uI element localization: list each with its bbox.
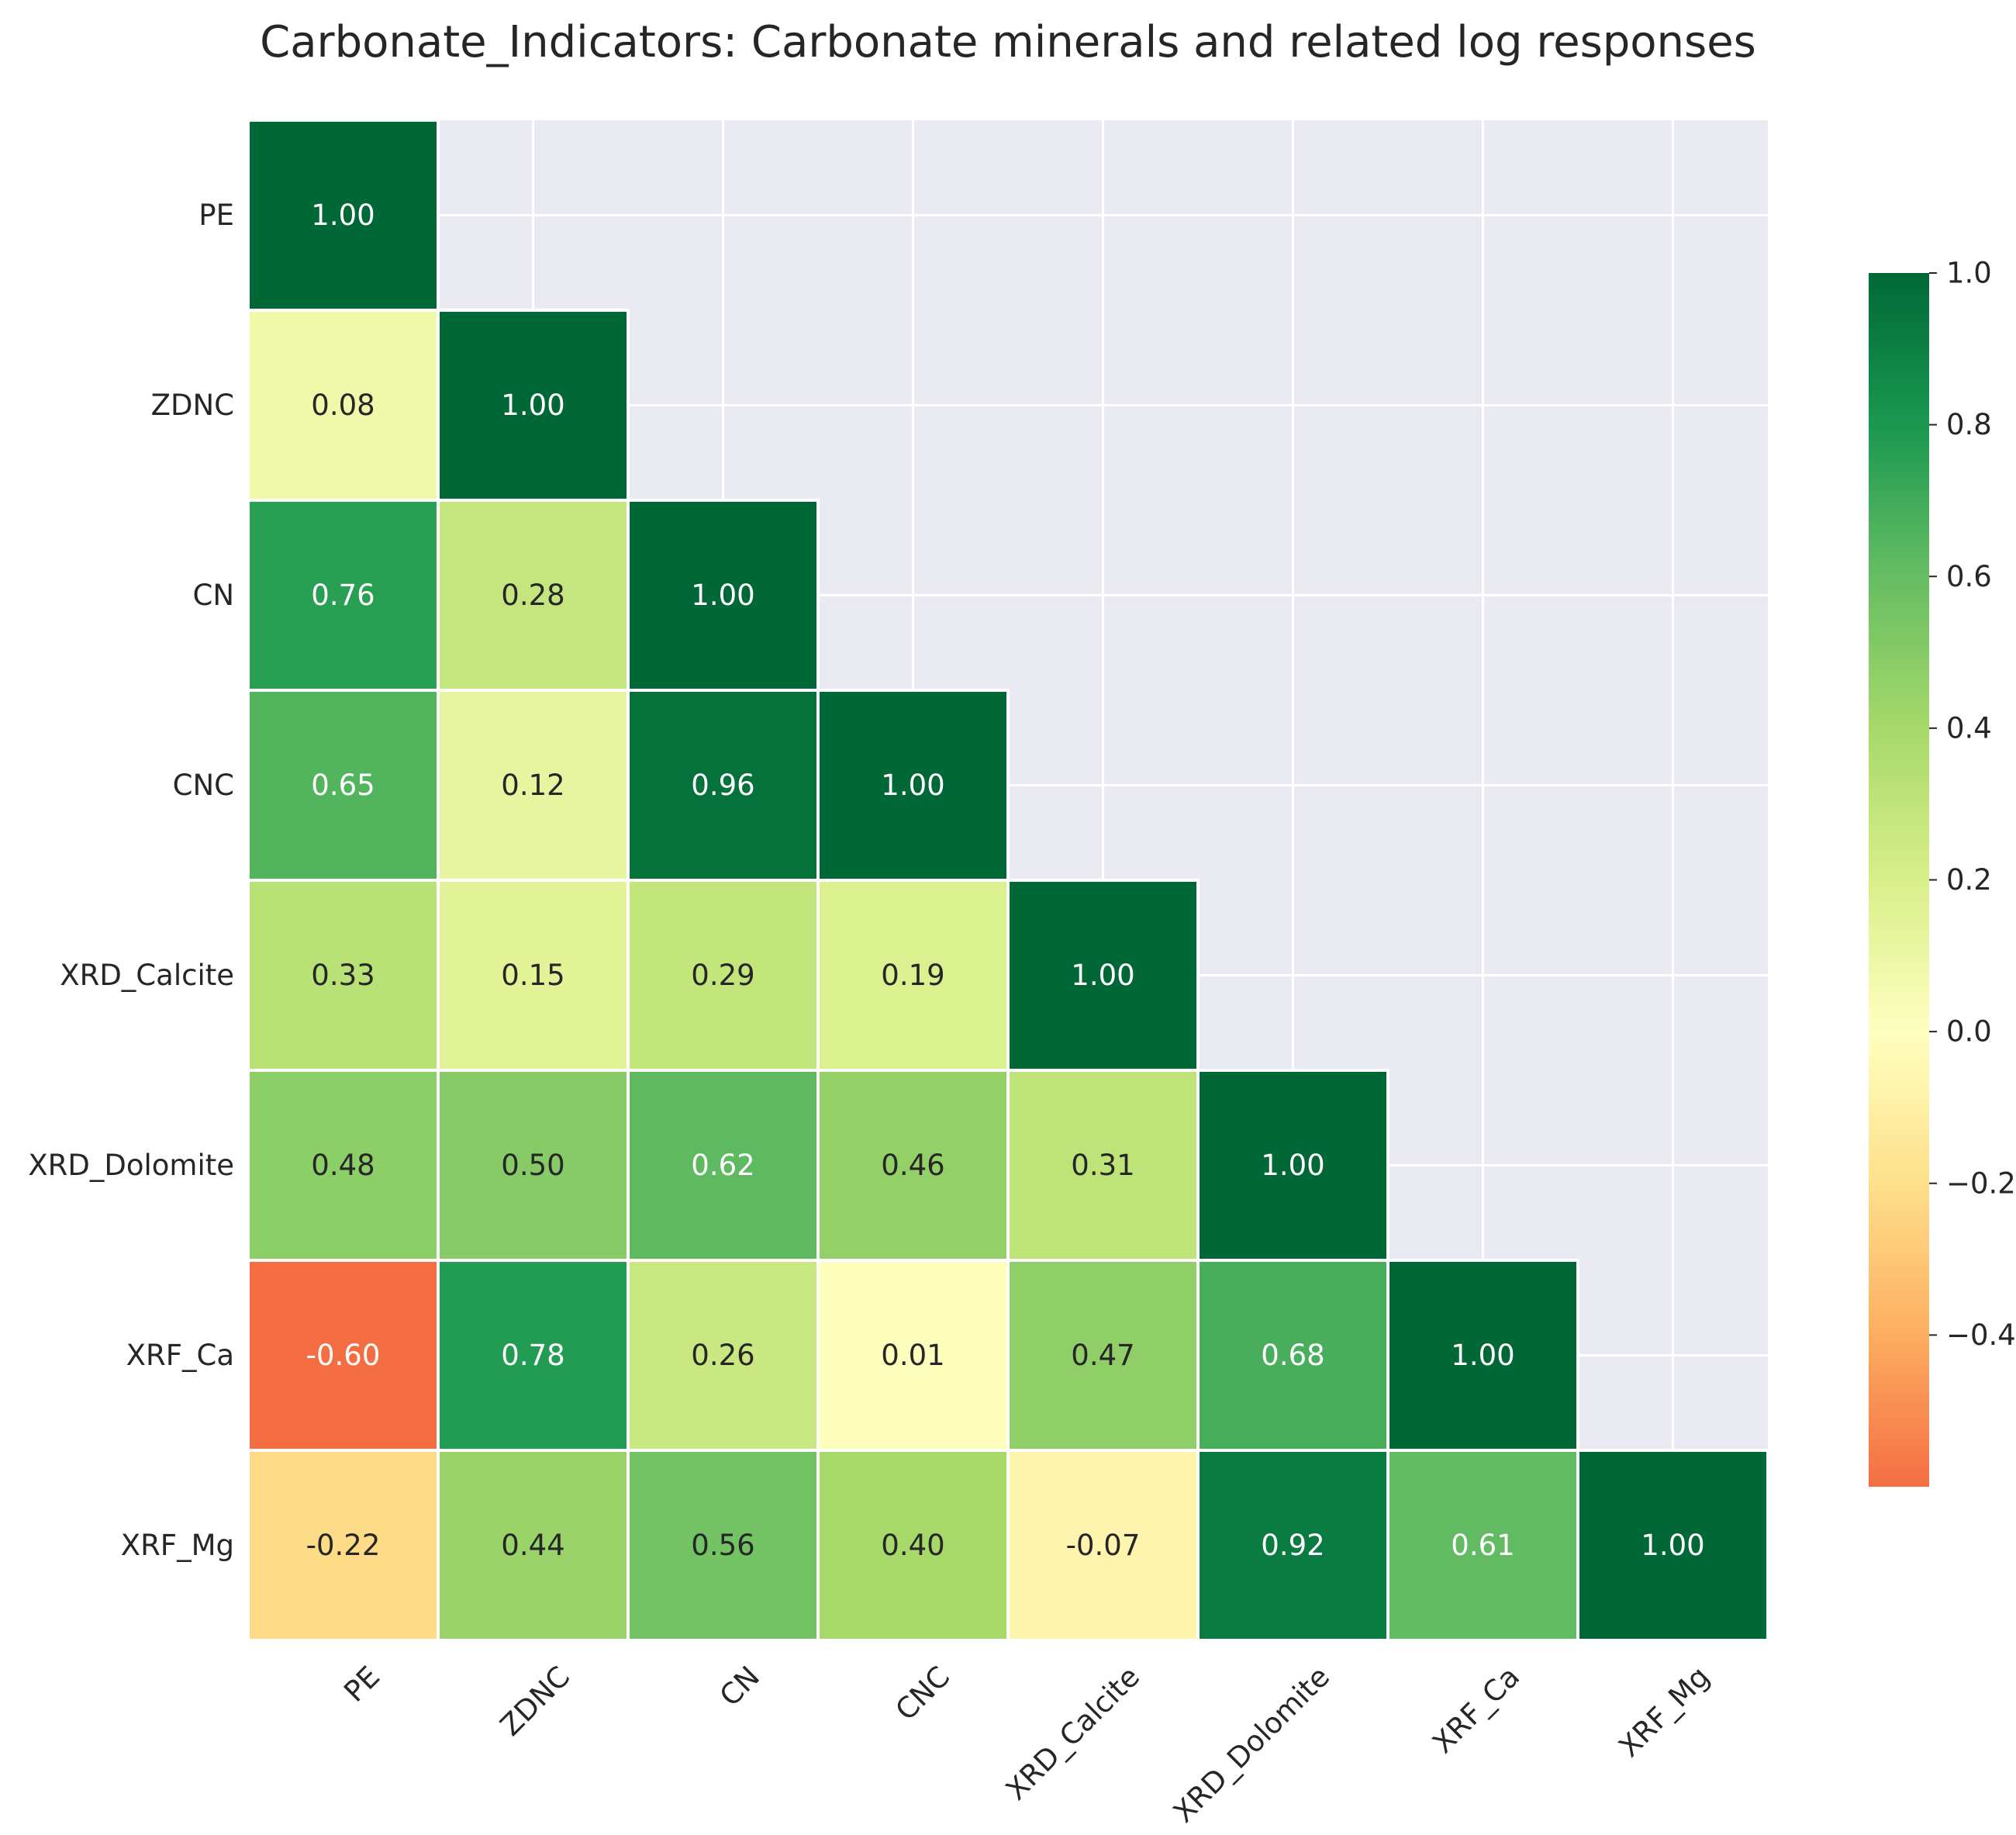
colorbar-tick-label: −0.4 <box>1946 1318 2016 1352</box>
cell-value-label: 0.12 <box>501 769 564 802</box>
row-label: XRF_Ca <box>126 1339 234 1372</box>
column-label: PE <box>337 1660 386 1709</box>
cell-value-label: 0.62 <box>691 1149 754 1182</box>
colorbar: 1.0 0.8 0.6 0.4 0.2 0.0 −0.2 −0.4 <box>1869 257 2016 1487</box>
cell-value-label: 0.44 <box>501 1529 564 1562</box>
heatmap-cell <box>627 1069 820 1262</box>
cell-value-label: 0.31 <box>1071 1149 1134 1182</box>
cell-value-label: -0.60 <box>306 1339 381 1372</box>
heatmap-cell <box>247 1449 440 1642</box>
heatmap-cell <box>816 689 1010 882</box>
cell-value-label: 0.28 <box>501 579 564 612</box>
heatmap-cell <box>627 1259 820 1452</box>
heatmap-cell <box>1006 879 1200 1072</box>
cell-value-label: 0.56 <box>691 1529 754 1562</box>
cell-value-label: 0.01 <box>881 1339 944 1372</box>
colorbar-tick-label: 1.0 <box>1946 257 1992 290</box>
heatmap-cell <box>437 309 630 502</box>
heatmap-cell <box>1006 1069 1200 1262</box>
cell-value-label: 0.68 <box>1261 1339 1324 1372</box>
cell-value-label: 0.76 <box>311 579 375 612</box>
heatmap-cell <box>437 879 630 1072</box>
cell-value-label: 0.29 <box>691 959 754 992</box>
row-label: XRD_Dolomite <box>28 1149 234 1182</box>
cell-value-label: 0.65 <box>311 769 375 802</box>
heatmap-cell <box>1196 1259 1389 1452</box>
colorbar-tick-label: −0.2 <box>1946 1166 2016 1200</box>
colorbar-tick-label: 0.2 <box>1946 863 1992 897</box>
heatmap-cell <box>816 1069 1010 1262</box>
colorbar-tick-label: 0.8 <box>1946 408 1992 441</box>
cell-value-label: 1.00 <box>691 579 754 612</box>
heatmap-cell <box>1196 1449 1389 1642</box>
cell-value-label: 0.46 <box>881 1149 944 1182</box>
chart-title: Carbonate_Indicators: Carbonate minerals… <box>260 17 1756 67</box>
heatmap-cell <box>247 1069 440 1262</box>
heatmap-cell <box>627 879 820 1072</box>
row-labels: PE ZDNC CN CNC XRD_Calcite XRD_Dolomite XRF_Ca… <box>28 199 234 1562</box>
column-label: XRD_Dolomite <box>1167 1660 1336 1829</box>
heatmap-cell <box>1006 1449 1200 1642</box>
cell-value-label: 1.00 <box>881 769 944 802</box>
cell-value-label: 0.48 <box>311 1149 375 1182</box>
heatmap-cell <box>247 1259 440 1452</box>
row-label: CN <box>192 579 234 612</box>
cell-value-label: 1.00 <box>311 199 375 232</box>
cell-value-label: 0.40 <box>881 1529 944 1562</box>
heatmap-cell <box>247 499 440 692</box>
row-label: XRF_Mg <box>121 1529 234 1562</box>
column-label: CNC <box>889 1660 957 1727</box>
heatmap-cell <box>1576 1449 1769 1642</box>
cell-value-label: 0.47 <box>1071 1339 1134 1372</box>
heatmap-cells <box>247 119 1769 1642</box>
column-label: ZDNC <box>494 1660 576 1742</box>
heatmap-cell <box>247 689 440 882</box>
cell-value-label: 0.96 <box>691 769 754 802</box>
column-label: XRD_Calcite <box>999 1660 1146 1806</box>
cell-value-label: 0.78 <box>501 1339 564 1372</box>
column-label: CN <box>713 1660 766 1712</box>
heatmap-cell <box>1386 1449 1579 1642</box>
row-label: CNC <box>173 769 234 802</box>
row-label: PE <box>198 199 234 232</box>
cell-value-label: 1.00 <box>1641 1529 1704 1562</box>
cell-value-label: 0.08 <box>311 389 375 422</box>
column-label: XRF_Mg <box>1612 1660 1716 1764</box>
heatmap-cell <box>816 1259 1010 1452</box>
heatmap-cell <box>816 879 1010 1072</box>
colorbar-tick-label: 0.0 <box>1946 1015 1992 1049</box>
column-label: XRF_Ca <box>1426 1660 1526 1760</box>
colorbar-tick-label: 0.4 <box>1946 711 1992 745</box>
cell-value-label: 1.00 <box>1451 1339 1514 1372</box>
colorbar-gradient <box>1869 273 1929 1487</box>
cell-value-label: 1.00 <box>501 389 564 422</box>
cell-value-label: 0.15 <box>501 959 564 992</box>
heatmap-cell <box>437 689 630 882</box>
cell-value-label: 0.19 <box>881 959 944 992</box>
cell-value-label: 0.33 <box>311 959 375 992</box>
cell-value-label: 1.00 <box>1261 1149 1324 1182</box>
heatmap-cell <box>1196 1069 1389 1262</box>
cell-value-labels: 1.00 0.08 1.00 0.76 0.28 1.00 0.65 0.12 0.96 1.00… <box>306 199 1705 1562</box>
heatmap-cell <box>247 879 440 1072</box>
cell-value-label: 0.92 <box>1261 1529 1324 1562</box>
row-label: XRD_Calcite <box>60 959 234 992</box>
heatmap-cell <box>1386 1259 1579 1452</box>
row-label: ZDNC <box>151 389 234 422</box>
cell-value-label: 0.61 <box>1451 1529 1514 1562</box>
cell-value-label: -0.22 <box>306 1529 381 1562</box>
cell-value-label: 0.26 <box>691 1339 754 1372</box>
heatmap-cell <box>437 499 630 692</box>
heatmap-cell <box>627 1449 820 1642</box>
column-labels: PE ZDNC CN CNC XRD_Calcite XRD_Dolomite XRF_Ca… <box>337 1660 1716 1829</box>
heatmap-cell <box>437 1259 630 1452</box>
cell-value-label: 1.00 <box>1071 959 1134 992</box>
heatmap-cell <box>437 1449 630 1642</box>
heatmap-cell <box>627 499 820 692</box>
cell-value-label: 0.50 <box>501 1149 564 1182</box>
colorbar-tick-label: 0.6 <box>1946 560 1992 593</box>
cell-value-label: -0.07 <box>1066 1529 1141 1562</box>
